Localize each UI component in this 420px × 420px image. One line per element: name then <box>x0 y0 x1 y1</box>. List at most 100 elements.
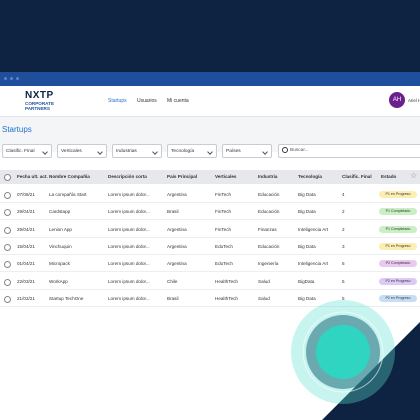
top-nav <box>0 86 420 117</box>
column-header: Verticales <box>215 174 237 179</box>
filter-dropdown[interactable]: Países <box>222 144 272 158</box>
cell: EduTech <box>215 243 233 249</box>
company-name[interactable]: Startup TechOne <box>49 295 84 301</box>
cell: Big Data <box>298 209 316 215</box>
cell: Educación <box>258 209 280 215</box>
row-divider <box>0 236 420 238</box>
cell: 2 <box>342 226 345 232</box>
cell: Lorem ipsum dolor... <box>108 278 150 284</box>
company-name[interactable]: Lenion App <box>49 226 72 232</box>
row-checkbox[interactable] <box>4 209 11 217</box>
company-name[interactable]: Vinchuquin <box>49 243 72 249</box>
row-checkbox[interactable] <box>4 243 11 251</box>
column-header: Fecha ult. act. <box>17 174 48 179</box>
cell: Salud <box>258 278 270 284</box>
company-name[interactable]: Cardstapp <box>49 209 71 215</box>
nav-link[interactable]: Usuarios <box>137 98 157 104</box>
cell: FinTech <box>215 209 232 215</box>
cell: HealthTech <box>215 295 238 301</box>
cell: 2 <box>342 209 345 215</box>
company-name[interactable]: La compañía Start <box>49 192 87 197</box>
cell: Educación <box>258 192 280 197</box>
cell: FinTech <box>215 192 232 197</box>
column-header: País Principal <box>167 174 198 179</box>
cell: FinTech <box>215 226 232 232</box>
status-pill: P1 en Progreso <box>379 242 417 250</box>
cell: 5 <box>342 278 345 284</box>
cell: 5 <box>342 261 345 267</box>
status-pill: P1 en Progreso <box>379 191 417 198</box>
row-checkbox[interactable] <box>4 261 11 269</box>
search-box[interactable] <box>278 144 420 158</box>
cell: Educación <box>258 243 280 249</box>
avatar[interactable]: AH <box>389 92 405 108</box>
row-divider <box>0 288 420 290</box>
cell: 21/02/21 <box>17 295 35 301</box>
cell: 29/04/21 <box>17 209 35 215</box>
cell: 15/04/21 <box>17 243 35 249</box>
company-name[interactable]: WorkApp <box>49 278 68 284</box>
column-header: Nombre Compañía <box>49 174 90 179</box>
cell: 29/04/21 <box>17 226 35 232</box>
cell: Lorem ipsum dolor... <box>108 243 150 249</box>
filter-dropdown[interactable]: Industrias <box>112 144 162 158</box>
cell: Argentina <box>167 192 187 197</box>
column-header: Tecnología <box>298 174 322 179</box>
filter-dropdown[interactable]: Tecnología <box>167 144 217 158</box>
search-icon <box>282 147 288 153</box>
company-name[interactable]: Micropack <box>49 261 70 267</box>
cell: Finanzas <box>258 226 277 232</box>
column-header: Estado <box>381 174 397 179</box>
filter-dropdown[interactable]: Verticales <box>57 144 107 158</box>
table-header <box>0 170 420 184</box>
cell: 4 <box>342 192 345 197</box>
row-checkbox[interactable] <box>4 192 11 199</box>
cell: Argentina <box>167 226 187 232</box>
row-checkbox[interactable] <box>4 226 11 234</box>
column-header: Industria <box>258 174 278 179</box>
cell: 22/03/21 <box>17 278 35 284</box>
row-checkbox[interactable] <box>4 278 11 286</box>
nav-link[interactable]: Startups <box>108 98 127 104</box>
logo-sub: PARTNERS <box>25 106 50 111</box>
cell: 3 <box>342 243 345 249</box>
cell: 01/04/21 <box>17 261 35 267</box>
cell: Brasil <box>167 209 179 215</box>
row-divider <box>0 271 420 273</box>
status-pill: P1 Completado <box>379 225 417 233</box>
browser-bar <box>0 72 420 86</box>
cell: Lorem ipsum dolor... <box>108 295 150 301</box>
cell: EduTech <box>215 261 233 267</box>
logo: NXTP <box>25 90 54 101</box>
cell: Lorem ipsum dolor... <box>108 226 150 232</box>
cell: HealthTech <box>215 278 238 284</box>
logo-sub: CORPORATE <box>25 101 55 106</box>
cell: Big Data <box>298 243 316 249</box>
row-divider <box>0 253 420 255</box>
row-divider <box>0 202 420 203</box>
cell: Inteligencia Art <box>298 226 329 232</box>
column-header: Descripción corta <box>108 174 147 179</box>
cell: Brasil <box>167 295 179 301</box>
filter-dropdown[interactable]: Clasific. Final <box>2 144 52 158</box>
cell: BigData <box>298 278 315 284</box>
header-checkbox <box>4 174 11 181</box>
cell: Argentina <box>167 243 187 249</box>
cell: Lorem ipsum dolor... <box>108 192 150 197</box>
user-name: Ariel H <box>408 98 420 103</box>
row-divider <box>0 305 420 307</box>
nav-link[interactable]: Mi cuenta <box>167 98 189 104</box>
cell: Ingeniería <box>258 261 279 267</box>
star-icon: ☆ <box>410 171 418 180</box>
cell: 5 <box>342 295 345 301</box>
cell: Argentina <box>167 261 187 267</box>
cell: Salud <box>258 295 270 301</box>
row-checkbox[interactable] <box>4 295 11 303</box>
cell: Big Data <box>298 295 316 301</box>
page-title: Startups <box>2 125 32 134</box>
row-divider <box>0 219 420 221</box>
cell: Big Data <box>298 192 316 197</box>
status-pill: P2 en Progreso <box>379 277 417 285</box>
